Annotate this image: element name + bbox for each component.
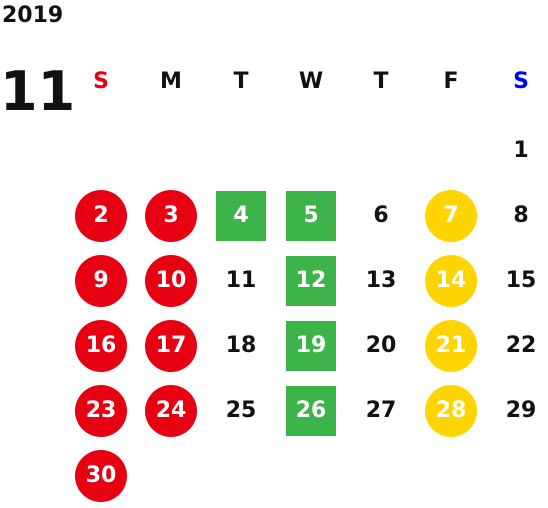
day-cell[interactable]: 10 [136,248,206,313]
weekday-header: T [346,60,416,102]
day-number: 14 [425,254,477,307]
day-cell[interactable]: 30 [66,443,136,508]
day-cell[interactable]: 29 [486,378,548,443]
weekday-header: F [416,60,486,102]
day-cell[interactable]: 23 [66,378,136,443]
day-cell[interactable]: 11 [206,248,276,313]
day-cell[interactable]: 20 [346,313,416,378]
day-cell[interactable]: 22 [486,313,548,378]
day-number: 3 [145,189,197,242]
day-cell[interactable]: 27 [346,378,416,443]
day-number: 28 [425,384,477,437]
day-number: 23 [75,384,127,437]
day-number: 29 [505,398,537,423]
weekday-label: M [160,68,182,94]
weekday-label: F [443,68,459,94]
weekday-label: T [233,68,249,94]
weekday-label: S [513,68,529,94]
day-cell[interactable]: 9 [66,248,136,313]
day-number: 19 [286,320,336,371]
day-cell[interactable]: 14 [416,248,486,313]
day-cell[interactable]: 19 [276,313,346,378]
day-number: 17 [145,319,197,372]
day-number: 10 [145,254,197,307]
day-cell[interactable]: 5 [276,183,346,248]
day-number: 13 [365,268,397,293]
day-number: 26 [286,385,336,436]
weekday-label: S [93,68,109,94]
day-cell[interactable]: 4 [206,183,276,248]
day-cell[interactable]: 13 [346,248,416,313]
day-cell[interactable]: 12 [276,248,346,313]
day-number: 8 [513,203,529,228]
day-cell[interactable]: 18 [206,313,276,378]
day-number: 1 [513,138,529,163]
day-number: 5 [286,190,336,241]
day-number: 21 [425,319,477,372]
weekday-label: T [373,68,389,94]
day-number: 11 [225,268,257,293]
day-number: 2 [75,189,127,242]
day-number: 18 [225,333,257,358]
day-cell[interactable]: 28 [416,378,486,443]
day-number: 12 [286,255,336,306]
weekday-label: W [298,68,324,94]
day-number: 9 [75,254,127,307]
day-number: 4 [216,190,266,241]
day-cell[interactable]: 1 [486,118,548,183]
day-cell[interactable]: 7 [416,183,486,248]
day-cell[interactable]: 6 [346,183,416,248]
day-cell[interactable]: 15 [486,248,548,313]
day-cell[interactable]: 2 [66,183,136,248]
day-number: 24 [145,384,197,437]
weekday-header: M [136,60,206,102]
day-number: 22 [505,333,537,358]
weekday-header: S [66,60,136,102]
calendar-month: 11 [0,60,76,123]
day-number: 25 [225,398,257,423]
day-number: 7 [425,189,477,242]
day-cell[interactable]: 25 [206,378,276,443]
day-number: 20 [365,333,397,358]
day-cell[interactable]: 17 [136,313,206,378]
day-number: 30 [75,449,127,502]
calendar-year: 2019 [2,3,64,28]
day-number: 15 [505,268,537,293]
day-cell[interactable]: 16 [66,313,136,378]
day-cell[interactable]: 3 [136,183,206,248]
day-number: 27 [365,398,397,423]
day-cell[interactable]: 8 [486,183,548,248]
weekday-header: S [486,60,548,102]
day-cell[interactable]: 21 [416,313,486,378]
day-number: 6 [373,203,389,228]
day-cell[interactable]: 24 [136,378,206,443]
weekday-header: T [206,60,276,102]
day-cell[interactable]: 26 [276,378,346,443]
day-number: 16 [75,319,127,372]
weekday-header: W [276,60,346,102]
